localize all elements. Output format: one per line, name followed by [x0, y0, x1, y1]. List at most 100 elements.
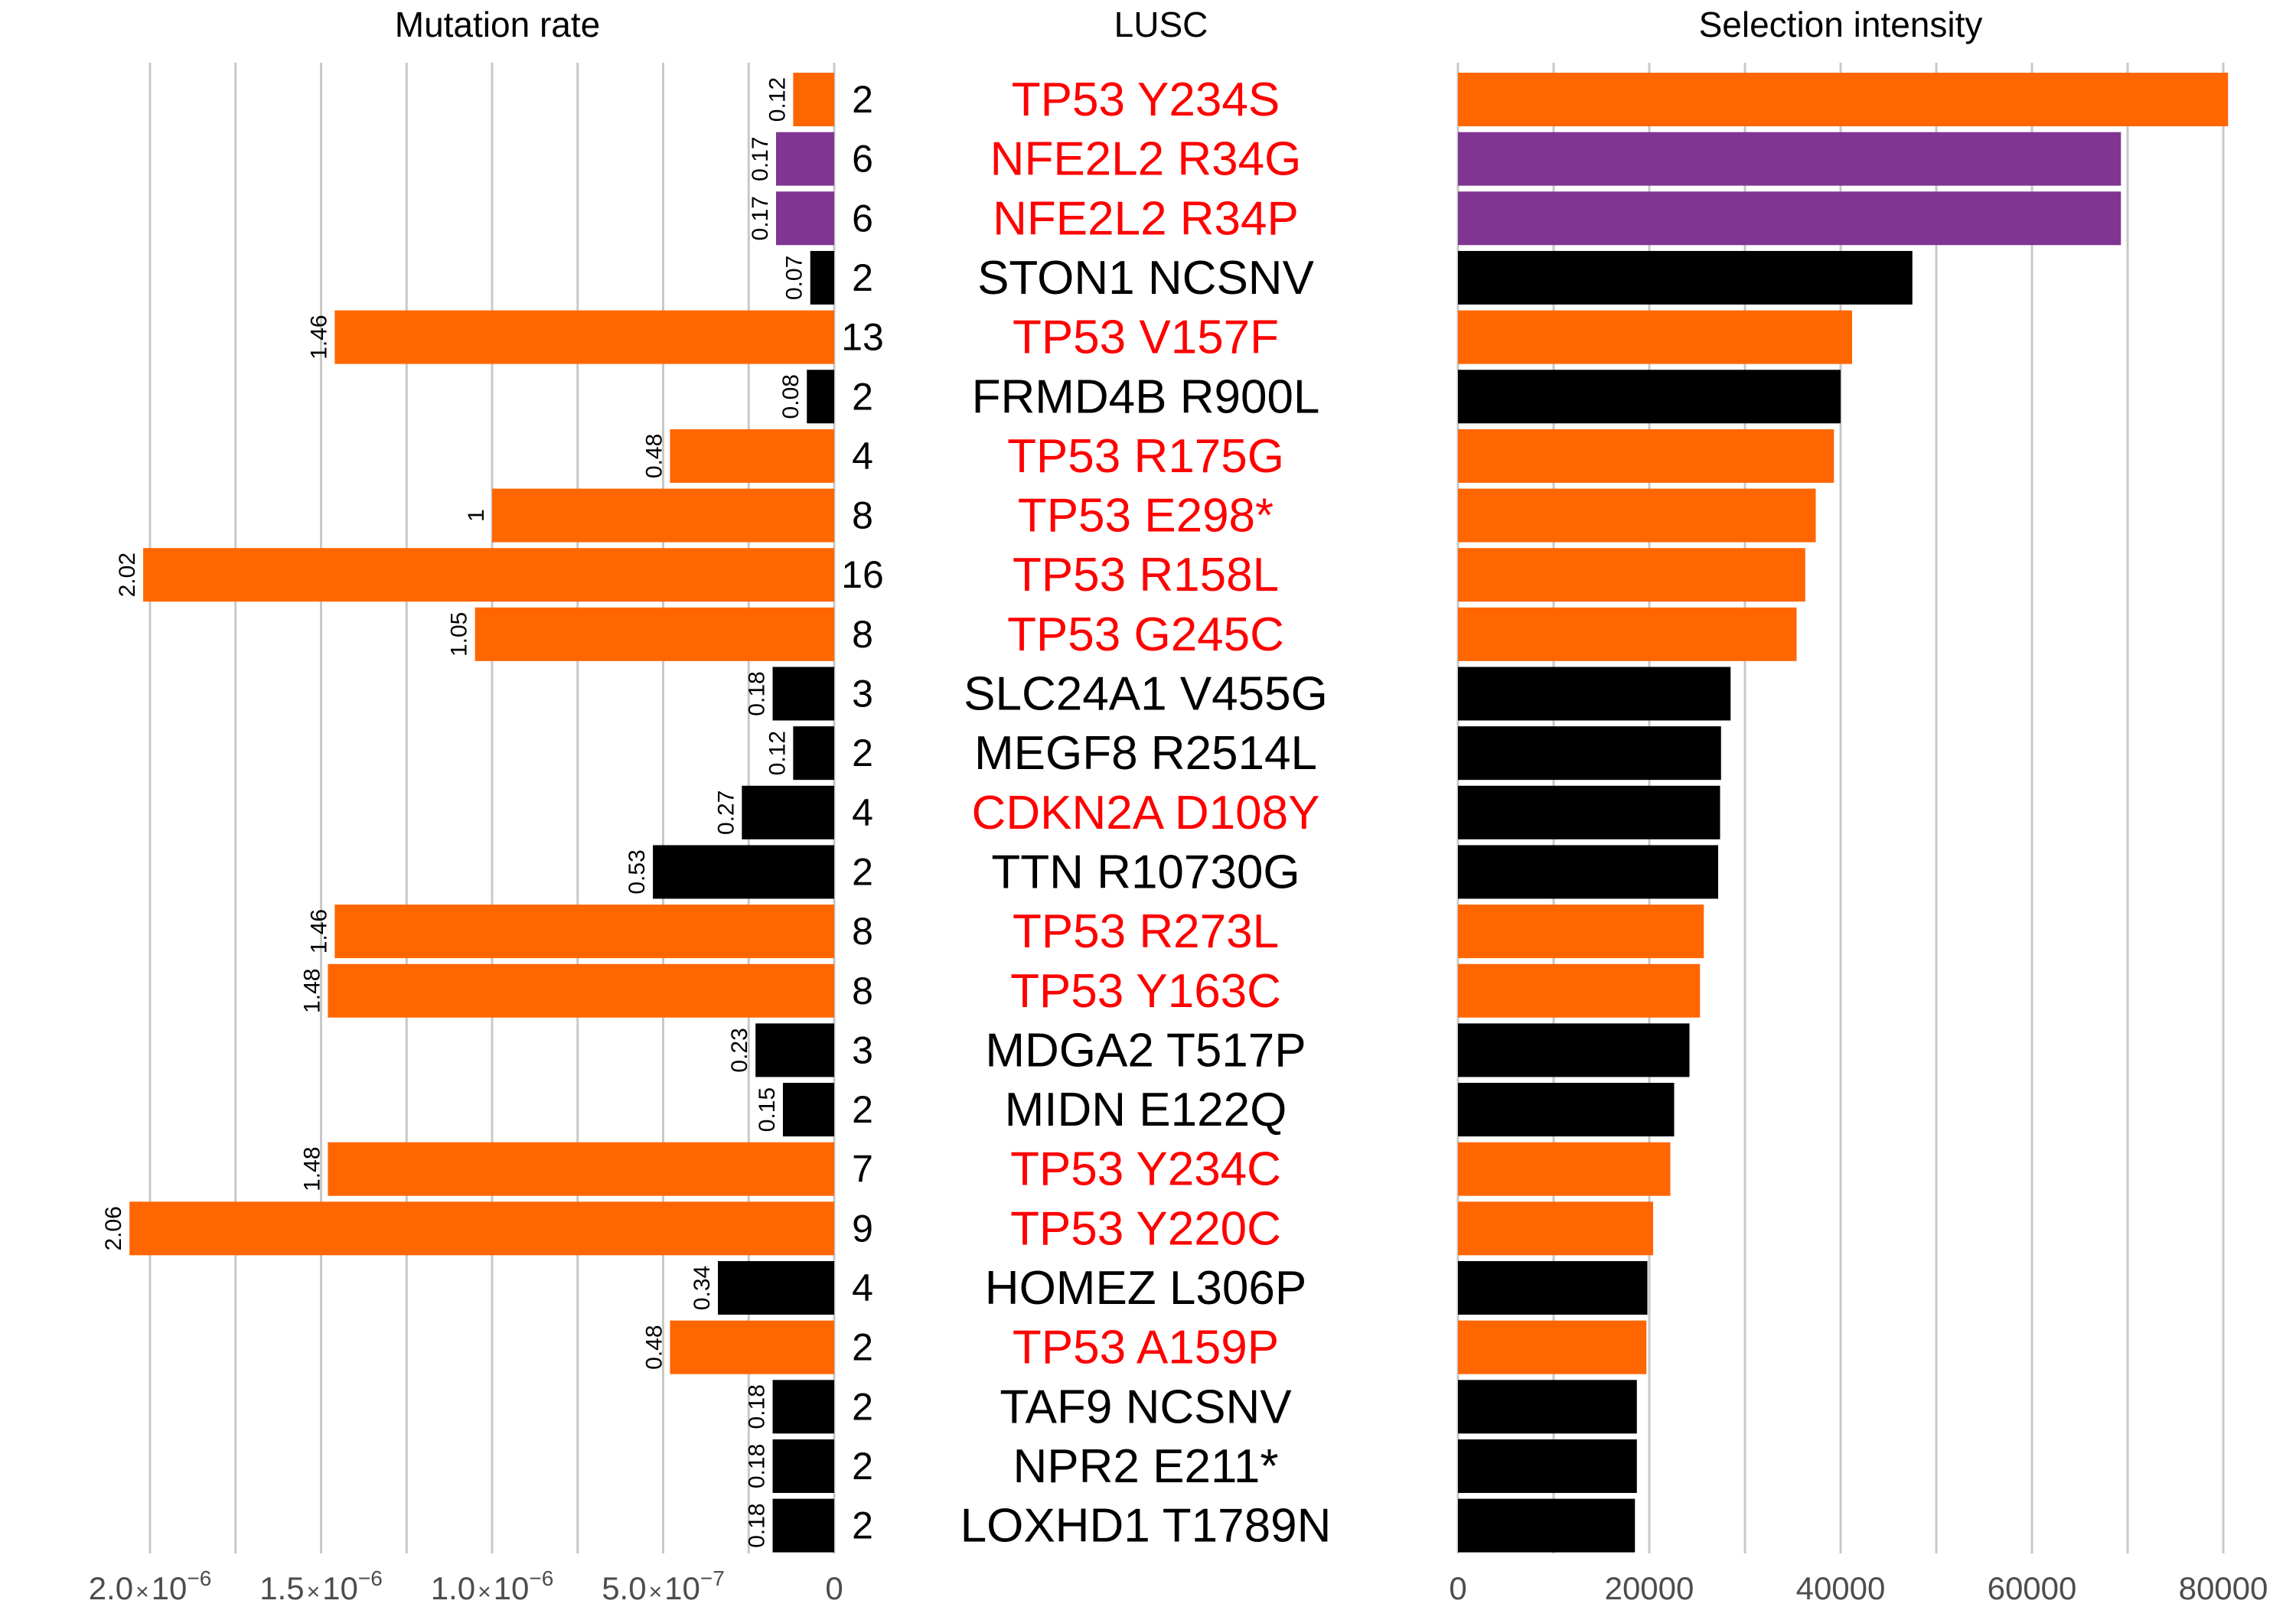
mutation-name: TP53 E298*	[1018, 490, 1274, 543]
count-label: 9	[852, 1207, 873, 1250]
mutation-rate-bar	[810, 250, 834, 305]
count-label: 6	[852, 138, 873, 181]
count-label: 4	[852, 435, 873, 478]
mutation-rate-label: 0.12	[765, 731, 790, 775]
mutation-rate-label: 0.15	[755, 1087, 780, 1132]
mutation-rate-bar	[129, 1201, 834, 1256]
mutation-rate-label: 1.48	[299, 1147, 325, 1191]
mutation-rate-tick-label: 5.0 ×10−7	[602, 1566, 725, 1606]
mutation-name: NPR2 E211*	[1013, 1440, 1279, 1493]
count-label: 13	[841, 316, 884, 359]
count-label: 16	[841, 553, 884, 596]
mutation-name: TP53 Y234S	[1012, 73, 1280, 126]
selection-intensity-bar	[1458, 548, 1805, 602]
mutation-rate-bar	[334, 310, 834, 364]
selection-intensity-bar	[1458, 429, 1835, 483]
selection-intensity-bar	[1458, 1439, 1637, 1493]
mutation-name: CDKN2A D108Y	[972, 787, 1320, 839]
mutation-rate-label: 1.46	[306, 909, 331, 953]
selection-intensity-bar	[1458, 845, 1718, 899]
count-label: 7	[852, 1148, 873, 1191]
mutation-name: MEGF8 R2514L	[974, 727, 1317, 780]
mutation-name: NFE2L2 R34G	[990, 133, 1302, 186]
selection-tick-label: 60000	[1988, 1570, 2077, 1606]
mutation-rate-bar	[807, 370, 834, 424]
mutation-name: TAF9 NCSNV	[1000, 1380, 1292, 1433]
mutation-rate-bar	[143, 548, 834, 602]
selection-intensity-bar	[1458, 1083, 1675, 1137]
selection-tick-label: 80000	[2179, 1570, 2268, 1606]
mutation-rate-bar	[670, 429, 834, 483]
mutation-name: TP53 R158L	[1013, 549, 1279, 601]
mutation-rate-tick-label: 2.0 ×10−6	[89, 1566, 212, 1606]
mutation-name: TP53 G245C	[1007, 608, 1284, 661]
mutation-name: MDGA2 T517P	[985, 1024, 1306, 1077]
selection-intensity-bar	[1458, 132, 2122, 186]
mutation-name: TP53 V157F	[1013, 311, 1279, 364]
mutation-rate-bar	[718, 1261, 834, 1315]
mutation-rate-label: 0.18	[745, 1384, 770, 1429]
mutation-rate-bar	[793, 73, 834, 126]
selection-intensity-bar	[1458, 963, 1701, 1018]
count-label: 2	[852, 1088, 873, 1131]
mutation-rate-bar	[776, 132, 834, 186]
selection-intensity-bar	[1458, 370, 1841, 424]
selection-tick-label: 20000	[1605, 1570, 1694, 1606]
count-label: 8	[852, 613, 873, 656]
mutation-rate-tick-label: 1.0 ×10−6	[431, 1566, 554, 1606]
mutation-rate-label: 1.05	[447, 612, 472, 657]
mutation-rate-bar	[670, 1320, 834, 1374]
mutation-name: FRMD4B R900L	[972, 370, 1320, 423]
count-label: 8	[852, 970, 873, 1012]
mutation-rate-label: 0.17	[748, 136, 773, 181]
mutation-rate-bar	[772, 1380, 834, 1434]
count-label: 8	[852, 910, 873, 953]
mutation-rate-label: 2.02	[115, 553, 140, 597]
mutation-name: STON1 NCSNV	[977, 252, 1314, 305]
right-panel-title: Selection intensity	[1699, 5, 1983, 44]
count-label: 2	[852, 1445, 873, 1488]
selection-intensity-bar	[1458, 1498, 1636, 1553]
count-label: 2	[852, 1504, 873, 1547]
count-label: 3	[852, 673, 873, 715]
mutation-name: TP53 Y234C	[1010, 1143, 1281, 1196]
selection-intensity-bar	[1458, 73, 2229, 126]
count-label: 4	[852, 1266, 873, 1309]
mutation-rate-label: 0.23	[727, 1028, 752, 1072]
selection-intensity-bar	[1458, 1380, 1637, 1434]
left-panel-title: Mutation rate	[395, 5, 600, 44]
mutation-rate-label: 0.18	[745, 1444, 770, 1488]
selection-intensity-bar	[1458, 191, 2122, 246]
selection-tick-label: 40000	[1796, 1570, 1886, 1606]
selection-intensity-bar	[1458, 1023, 1690, 1077]
mutation-name: MIDN E122Q	[1005, 1084, 1287, 1136]
selection-intensity-bar	[1458, 905, 1704, 959]
mutation-rate-bars	[129, 73, 834, 1553]
count-label: 2	[852, 732, 873, 774]
count-label: 2	[852, 1326, 873, 1369]
mutation-rate-bar	[776, 191, 834, 246]
mutation-rate-label: 0.18	[745, 1503, 770, 1547]
selection-intensity-bar	[1458, 310, 1852, 364]
mutation-rate-label: 0.48	[641, 1325, 667, 1369]
selection-intensity-bar	[1458, 250, 1913, 305]
mutation-rate-bar	[334, 905, 834, 959]
selection-intensity-bars	[1458, 73, 2229, 1553]
mutation-rate-label: 0.34	[690, 1266, 715, 1310]
count-label: 2	[852, 1385, 873, 1428]
mutation-rate-label: 0.17	[748, 196, 773, 240]
mutation-rate-bar	[742, 785, 834, 839]
count-label: 2	[852, 256, 873, 299]
mutation-rate-label: 1.46	[306, 315, 331, 359]
mutation-rate-tick-label: 1.5 ×10−6	[259, 1566, 383, 1606]
mutation-rate-tick-label: 0	[825, 1570, 843, 1606]
selection-intensity-bar	[1458, 785, 1720, 839]
mutation-rate-label: 1	[464, 509, 489, 522]
mutation-rate-bar	[772, 1439, 834, 1493]
count-label: 6	[852, 197, 873, 240]
mutation-rate-bar	[782, 1083, 834, 1137]
mutation-name: TP53 Y163C	[1010, 965, 1281, 1018]
selection-intensity-bar	[1458, 726, 1721, 781]
mutation-name: HOMEZ L306P	[985, 1262, 1306, 1315]
